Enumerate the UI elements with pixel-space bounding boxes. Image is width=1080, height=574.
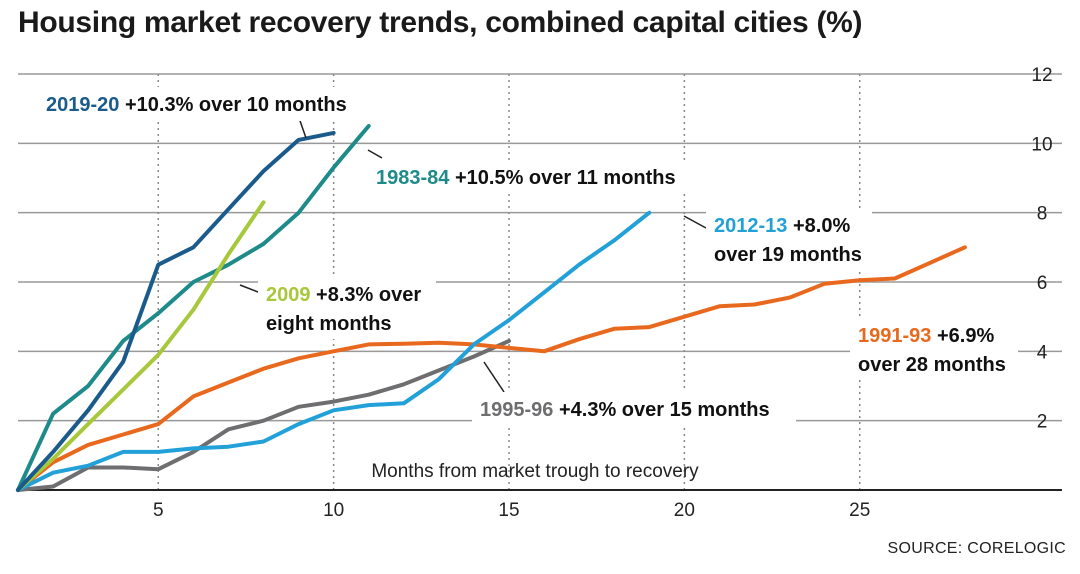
series-line-2009 — [16, 200, 266, 492]
source-note: SOURCE: CORELOGIC — [887, 540, 1066, 557]
annotation-labels: 2019-20 +10.3% over 10 months 1983-84 +10… — [38, 87, 1018, 426]
annotation-line2-1991-93: over 28 months — [858, 354, 1006, 376]
x-axis-label: Months from market trough to recovery — [371, 461, 699, 482]
tick-labels: 2 4 6 8 10 12 5 10 15 20 25 — [153, 65, 1053, 521]
y-tick-label-10: 10 — [1031, 134, 1052, 155]
x-tick-label-25: 25 — [849, 500, 870, 521]
chart-title: Housing market recovery trends, combined… — [18, 6, 863, 39]
y-tick-label-8: 8 — [1037, 204, 1048, 225]
annotation-box-1995-96 — [472, 392, 796, 426]
annotation-2009: 2009 +8.3% over — [266, 284, 421, 306]
annotation-text-2019-20: +10.3% over 10 months — [119, 94, 346, 116]
annotation-period-1983-84: 1983-84 — [376, 167, 450, 189]
series-line-1991-93 — [16, 245, 967, 492]
annotation-box-2012-13 — [706, 208, 872, 270]
annotation-period-2009: 2009 — [266, 284, 311, 306]
y-tick-label-2: 2 — [1037, 412, 1048, 433]
x-tick-label-10: 10 — [323, 500, 344, 521]
annotation-text-2009: +8.3% over — [311, 284, 422, 306]
annotation-period-1991-93: 1991-93 — [858, 325, 931, 347]
leader-line-1995-96 — [483, 361, 505, 393]
annotation-1991-93: 1991-93 +6.9% — [858, 325, 994, 347]
x-tick-label-20: 20 — [674, 500, 695, 521]
y-tick-label-12: 12 — [1031, 65, 1052, 86]
annotation-box-2009 — [258, 277, 436, 339]
annotation-box-1991-93 — [850, 318, 1018, 380]
x-tick-label-5: 5 — [153, 500, 164, 521]
series-line-1983-84 — [16, 124, 371, 492]
leader-line-1983-84 — [367, 149, 383, 159]
annotation-leaders — [239, 114, 707, 393]
gridlines — [18, 73, 1062, 490]
series-line-1995-96 — [16, 338, 511, 492]
annotation-box-1983-84 — [368, 160, 702, 194]
annotation-1995-96: 1995-96 +4.3% over 15 months — [480, 399, 770, 421]
annotation-1983-84: 1983-84 +10.5% over 11 months — [376, 167, 676, 189]
annotation-line2-2009: eight months — [266, 313, 392, 335]
series-line-2012-13 — [16, 210, 652, 492]
annotation-2019-20: 2019-20 +10.3% over 10 months — [46, 94, 347, 116]
annotation-line2-2012-13: over 19 months — [714, 244, 862, 266]
annotation-text-1995-96: +4.3% over 15 months — [553, 399, 769, 421]
annotation-box-2019-20 — [38, 87, 372, 121]
annotation-period-1995-96: 1995-96 — [480, 399, 553, 421]
annotation-text-1983-84: +10.5% over 11 months — [449, 167, 675, 189]
annotation-text-1991-93: +6.9% — [931, 325, 994, 347]
y-tick-label-4: 4 — [1037, 342, 1048, 363]
annotation-text-2012-13: +8.0% — [787, 215, 850, 237]
annotation-2012-13: 2012-13 +8.0% — [714, 215, 850, 237]
annotation-period-2012-13: 2012-13 — [714, 215, 787, 237]
series-line-2019-20 — [16, 130, 336, 492]
annotation-period-2019-20: 2019-20 — [46, 94, 119, 116]
leader-line-2012-13 — [683, 215, 707, 229]
series-lines — [16, 124, 967, 492]
leader-line-2009 — [239, 284, 259, 293]
x-tick-label-15: 15 — [498, 500, 519, 521]
y-tick-label-6: 6 — [1037, 273, 1048, 294]
